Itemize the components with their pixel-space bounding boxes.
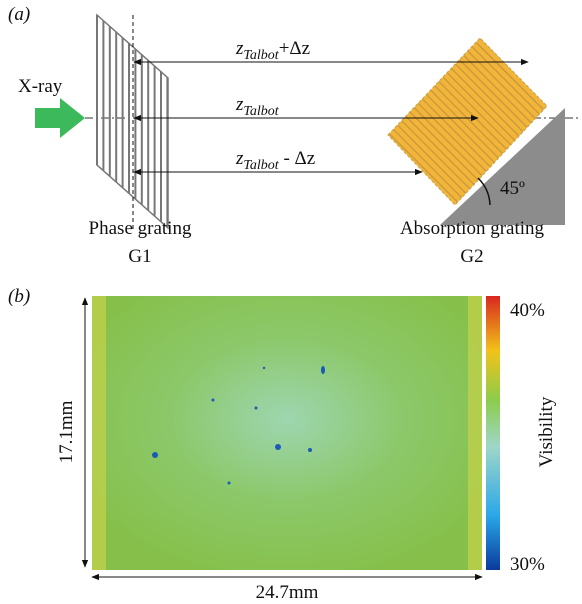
- g2-id: G2: [460, 246, 483, 267]
- subscript: Talbot: [243, 104, 279, 119]
- xray-arrow: [35, 98, 85, 138]
- distance-label: zTalbot: [235, 94, 280, 119]
- distance-label: zTalbot+Δz: [235, 38, 310, 63]
- grating-frame: [96, 13, 169, 230]
- absorption-grating: [387, 37, 548, 206]
- support-wedge: [440, 108, 565, 225]
- g1-name: Phase grating: [89, 218, 192, 239]
- symbol: z: [235, 148, 244, 169]
- map-edge: [468, 296, 482, 570]
- defects: [152, 366, 325, 485]
- distance-label: zTalbot - Δz: [235, 148, 315, 173]
- suffix: +Δz: [279, 38, 310, 59]
- suffix: - Δz: [279, 148, 315, 169]
- panel-label: (b): [8, 286, 30, 307]
- phase-grating: [96, 13, 169, 230]
- colorbar-max: 40%: [510, 300, 545, 321]
- panel-label: (a): [8, 4, 30, 25]
- subscript: Talbot: [243, 158, 279, 173]
- angle-label: 45º: [500, 178, 525, 199]
- symbol: z: [235, 94, 244, 115]
- height-label: 17.1mm: [56, 400, 77, 463]
- subscript: Talbot: [243, 48, 279, 63]
- colorbar-title: Visibility: [536, 396, 557, 467]
- angle-arc: [477, 177, 491, 206]
- width-label: 24.7mm: [256, 582, 319, 603]
- map-edge: [92, 296, 106, 570]
- colorbar: [486, 296, 500, 570]
- visibility-map: [92, 296, 482, 570]
- g2-name: Absorption grating: [400, 218, 545, 239]
- source-label: X-ray: [18, 76, 63, 97]
- colorbar-min: 30%: [510, 554, 545, 575]
- symbol: z: [235, 38, 244, 59]
- g1-id: G1: [128, 246, 151, 267]
